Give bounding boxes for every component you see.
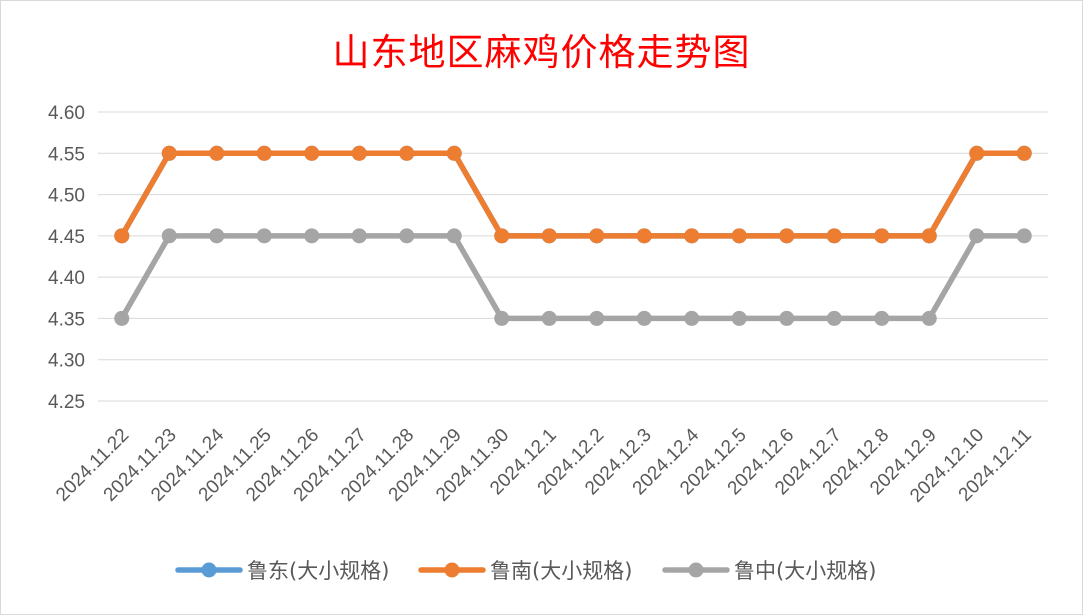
data-point-series-1: [684, 228, 700, 244]
legend-marker-0: [201, 562, 217, 578]
series-line-1: [119, 150, 1027, 239]
chart-title: 山东地区麻鸡价格走势图: [332, 31, 751, 74]
data-point-series-2: [446, 228, 462, 244]
data-point-series-2: [399, 228, 415, 244]
data-point-series-1: [636, 228, 652, 244]
y-tick-label: 4.55: [48, 144, 85, 165]
data-point-series-2: [731, 310, 747, 326]
data-point-series-2: [826, 310, 842, 326]
data-point-series-1: [446, 145, 462, 161]
y-tick-label: 4.60: [48, 103, 85, 124]
data-point-series-1: [921, 228, 937, 244]
data-point-series-1: [779, 228, 795, 244]
data-point-series-2: [494, 310, 510, 326]
y-tick-label: 4.25: [48, 392, 85, 413]
y-tick-label: 4.30: [48, 351, 85, 372]
data-point-series-1: [731, 228, 747, 244]
data-point-series-1: [161, 145, 177, 161]
data-point-series-2: [114, 310, 130, 326]
data-point-series-1: [541, 228, 557, 244]
data-point-series-2: [541, 310, 557, 326]
data-point-series-1: [209, 145, 225, 161]
data-point-series-2: [874, 310, 890, 326]
data-point-series-2: [779, 310, 795, 326]
data-point-series-2: [304, 228, 320, 244]
data-point-series-1: [874, 228, 890, 244]
data-point-series-1: [826, 228, 842, 244]
data-point-series-2: [684, 310, 700, 326]
y-tick-label: 4.50: [48, 186, 85, 207]
data-point-series-2: [161, 228, 177, 244]
data-point-series-2: [256, 228, 272, 244]
data-point-series-2: [209, 228, 225, 244]
data-point-series-2: [589, 310, 605, 326]
data-point-series-1: [114, 228, 130, 244]
y-tick-label: 4.35: [48, 309, 85, 330]
legend-label-0: 鲁东(大小规格): [247, 559, 389, 583]
legend-label-2: 鲁中(大小规格): [734, 559, 876, 583]
legend-marker-1: [444, 562, 460, 578]
legend-marker-2: [688, 562, 704, 578]
data-point-series-1: [494, 228, 510, 244]
legend-label-1: 鲁南(大小规格): [490, 559, 632, 583]
data-point-series-2: [636, 310, 652, 326]
data-point-series-2: [351, 228, 367, 244]
data-point-series-1: [256, 145, 272, 161]
data-point-series-1: [969, 145, 985, 161]
y-tick-label: 4.40: [48, 268, 85, 289]
series-line-2: [119, 233, 1027, 322]
y-tick-label: 4.45: [48, 227, 85, 248]
data-point-series-1: [351, 145, 367, 161]
data-point-series-2: [969, 228, 985, 244]
data-point-series-1: [1016, 145, 1032, 161]
data-point-series-1: [589, 228, 605, 244]
data-point-series-2: [921, 310, 937, 326]
data-point-series-1: [304, 145, 320, 161]
data-point-series-1: [399, 145, 415, 161]
data-point-series-2: [1016, 228, 1032, 244]
